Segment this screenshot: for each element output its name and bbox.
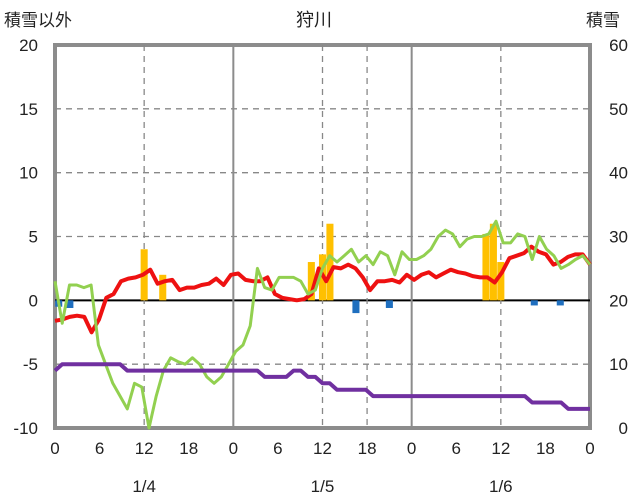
x-tick-label: 12: [135, 439, 154, 458]
bar: [66, 300, 74, 308]
x-tick-label: 0: [50, 439, 59, 458]
bar: [352, 300, 360, 314]
y-left-axis-title: 積雪以外: [4, 11, 72, 30]
bar: [326, 223, 334, 301]
date-label: 1/5: [311, 477, 335, 496]
x-tick-label: 12: [313, 439, 332, 458]
y-right-tick-label: 10: [609, 355, 628, 374]
y-left-tick-label: 0: [29, 291, 38, 310]
series-line: [53, 219, 592, 430]
y-left-tick-label: 10: [19, 164, 38, 183]
y-right-tick-label: 60: [609, 36, 628, 55]
x-tick-label: 12: [491, 439, 510, 458]
y-left-tick-label: 5: [29, 228, 38, 247]
bar: [307, 262, 315, 301]
bar: [385, 300, 393, 308]
y-left-tick-label: 15: [19, 100, 38, 119]
date-labels: 1/4 1/5 1/6: [132, 477, 512, 496]
chart-title: 狩川: [296, 10, 332, 30]
x-tick-label: 0: [585, 439, 594, 458]
y-left-tick-label: -10: [13, 419, 38, 438]
y-right-tick-label: 0: [619, 419, 628, 438]
y-right-axis-title: 積雪: [586, 11, 620, 30]
bar: [530, 300, 538, 306]
bar: [482, 233, 490, 301]
x-tick-label: 6: [273, 439, 282, 458]
lines-layer: [53, 219, 592, 430]
date-label: 1/6: [489, 477, 513, 496]
y-left-tick-label: 20: [19, 36, 38, 55]
x-tick-label: 18: [179, 439, 198, 458]
x-ticks: 0 6 12 18 0 6 12 18 0 6 12 18 0: [50, 439, 594, 458]
bar: [556, 300, 564, 306]
series-line: [53, 362, 590, 411]
x-tick-label: 6: [95, 439, 104, 458]
y-right-tick-label: 40: [609, 164, 628, 183]
x-tick-label: 6: [452, 439, 461, 458]
y-left-tick-label: -5: [23, 355, 38, 374]
x-tick-label: 0: [407, 439, 416, 458]
y-left-ticks: -10 -5 0 5 10 15 20: [13, 36, 38, 438]
bar: [489, 223, 497, 301]
y-right-tick-label: 30: [609, 228, 628, 247]
x-tick-label: 0: [229, 439, 238, 458]
y-right-tick-label: 50: [609, 100, 628, 119]
bar: [497, 262, 505, 301]
x-tick-label: 18: [536, 439, 555, 458]
grid: [55, 45, 590, 428]
x-tick-label: 18: [358, 439, 377, 458]
y-right-ticks: 0 10 20 30 40 50 60: [609, 36, 628, 438]
bar: [159, 274, 167, 301]
y-right-tick-label: 20: [609, 291, 628, 310]
date-label: 1/4: [132, 477, 156, 496]
series-line: [54, 244, 592, 335]
